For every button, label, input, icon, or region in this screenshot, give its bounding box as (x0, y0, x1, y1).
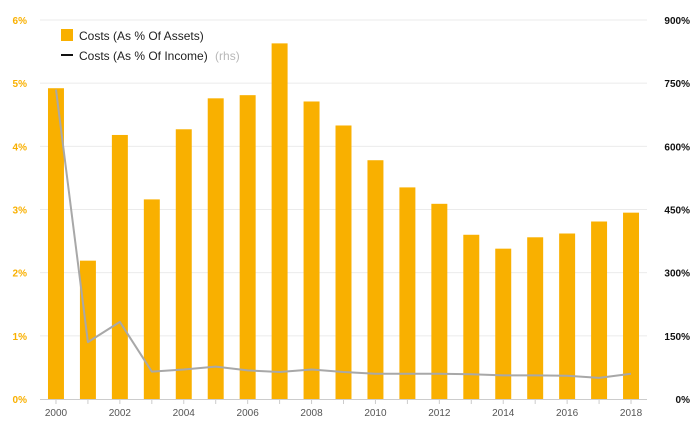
y-right-tick-label: 900% (664, 16, 690, 27)
y-right-tick-label: 450% (664, 206, 690, 217)
line-series (55, 89, 632, 379)
legend-label-income: Costs (As % Of Income) (rhs) (79, 49, 240, 63)
x-tick-label: 2018 (620, 408, 643, 419)
y-left-tick-label: 0% (13, 395, 28, 406)
y-right-tick-label: 750% (664, 79, 690, 90)
x-tick-label: 2010 (364, 408, 387, 419)
x-tick-label: 2014 (492, 408, 515, 419)
bar (271, 43, 288, 399)
y-axis-left: 0% 1% 2% 3% 4% 5% 6% (13, 16, 28, 406)
y-left-tick-label: 6% (13, 16, 28, 27)
y-axis-right: 0% 150% 300% 450% 600% 750% 900% (664, 16, 690, 406)
x-axis: 2000 2002 2004 2006 2008 2010 2012 2014 2016 2018 (40, 399, 647, 419)
x-tick-label: 2004 (173, 408, 196, 419)
bar (591, 221, 608, 399)
legend-label-assets: Costs (As % Of Assets) (79, 29, 204, 43)
bar (367, 160, 384, 399)
legend: Costs (As % Of Assets) Costs (As % Of In… (61, 29, 240, 63)
bar (559, 233, 576, 399)
y-left-tick-label: 4% (13, 142, 28, 153)
y-right-tick-label: 0% (676, 395, 691, 406)
y-right-tick-label: 150% (664, 332, 690, 343)
y-left-tick-label: 5% (13, 79, 28, 90)
bar (399, 187, 416, 399)
series-line-income (55, 89, 632, 379)
x-tick-label: 2006 (237, 408, 260, 419)
bar (495, 248, 512, 399)
legend-label-income-name: Costs (As % Of Income) (79, 49, 208, 63)
y-right-tick-label: 300% (664, 269, 690, 280)
x-tick-label: 2012 (428, 408, 451, 419)
bar (143, 199, 160, 399)
y-left-tick-label: 3% (13, 206, 28, 217)
legend-label-income-rhs: (rhs) (215, 49, 240, 63)
bar (111, 134, 128, 400)
bar (463, 234, 480, 399)
bar (207, 98, 224, 400)
legend-swatch-assets (61, 29, 73, 41)
y-left-tick-label: 2% (13, 269, 28, 280)
bar-series (47, 43, 640, 400)
x-tick-label: 2008 (300, 408, 323, 419)
bar (335, 125, 352, 399)
y-left-tick-label: 1% (13, 332, 28, 343)
x-tick-label: 2016 (556, 408, 579, 419)
x-tick-label: 2002 (109, 408, 132, 419)
bar (431, 203, 448, 399)
bar (79, 260, 96, 399)
bar (175, 129, 192, 400)
bar (47, 88, 64, 399)
x-tick-label: 2000 (45, 408, 68, 419)
bar (303, 101, 320, 400)
bar (239, 95, 256, 399)
bar (527, 237, 544, 399)
bar (623, 212, 640, 399)
y-right-tick-label: 600% (664, 142, 690, 153)
